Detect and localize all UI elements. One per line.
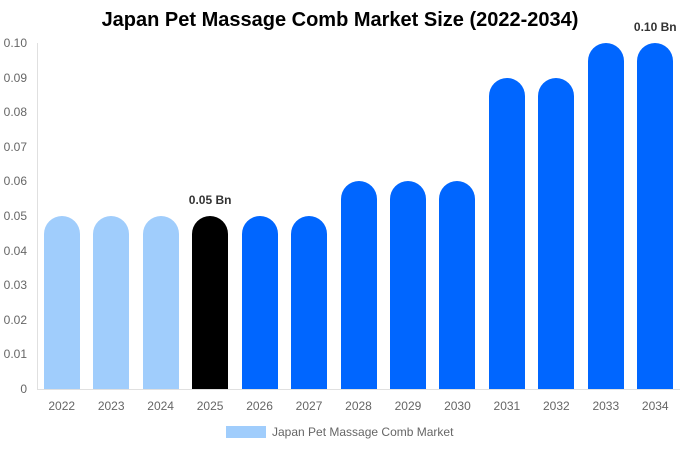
bar-2032[interactable] <box>538 77 575 389</box>
x-tick-label: 2023 <box>97 399 125 413</box>
y-tick-label: 0.10 <box>3 36 27 50</box>
x-tick-label: 2027 <box>295 399 323 413</box>
bar-2024[interactable] <box>142 216 179 389</box>
legend-swatch <box>226 426 266 438</box>
legend[interactable]: Japan Pet Massage Comb Market <box>226 425 453 439</box>
bar-2025[interactable] <box>192 216 229 389</box>
x-tick-label: 2030 <box>444 399 471 413</box>
data-label-2034: 0.10 Bn <box>633 20 677 34</box>
y-tick-label: 0.01 <box>3 347 27 362</box>
bar-2030[interactable] <box>439 181 476 389</box>
chart-title: Japan Pet Massage Comb Market Size (2022… <box>101 9 579 31</box>
bar-2031[interactable] <box>488 77 525 389</box>
y-tick-label: 0.07 <box>3 139 27 154</box>
bar-2023[interactable] <box>93 216 130 389</box>
legend-label: Japan Pet Massage Comb Market <box>272 425 454 439</box>
x-tick-label: 2026 <box>246 399 273 413</box>
bar-2027[interactable] <box>291 216 328 389</box>
x-tick-label: 2022 <box>48 399 76 413</box>
x-axis-line <box>37 389 680 390</box>
bar-2028[interactable] <box>340 181 377 389</box>
y-tick-label: 0.05 <box>3 209 27 223</box>
bar-2033[interactable] <box>587 43 624 389</box>
y-tick-label: 0.03 <box>3 278 27 293</box>
y-tick-label: 0.08 <box>3 105 27 120</box>
x-tick-label: 2029 <box>394 399 422 413</box>
x-tick-label: 2028 <box>345 399 372 413</box>
bar-2034[interactable] <box>637 43 674 389</box>
x-tick-label: 2033 <box>592 399 620 413</box>
y-tick-label: 0.04 <box>3 243 27 258</box>
y-axis-line <box>37 43 38 389</box>
bar-2029[interactable] <box>389 181 426 389</box>
data-label-2025: 0.05 Bn <box>188 193 232 207</box>
x-tick-label: 2032 <box>542 399 570 413</box>
x-tick-label: 2024 <box>147 399 174 413</box>
bar-2022[interactable] <box>43 216 80 389</box>
x-tick-label: 2025 <box>196 399 224 413</box>
y-tick-label: 0.02 <box>3 312 27 327</box>
y-tick-label: 0.09 <box>3 70 27 85</box>
x-tick-label: 2031 <box>493 399 521 413</box>
y-tick-label: 0.06 <box>3 174 27 189</box>
x-tick-label: 2034 <box>641 399 669 413</box>
y-tick-label: 0 <box>20 382 27 396</box>
bar-2026[interactable] <box>241 216 278 389</box>
